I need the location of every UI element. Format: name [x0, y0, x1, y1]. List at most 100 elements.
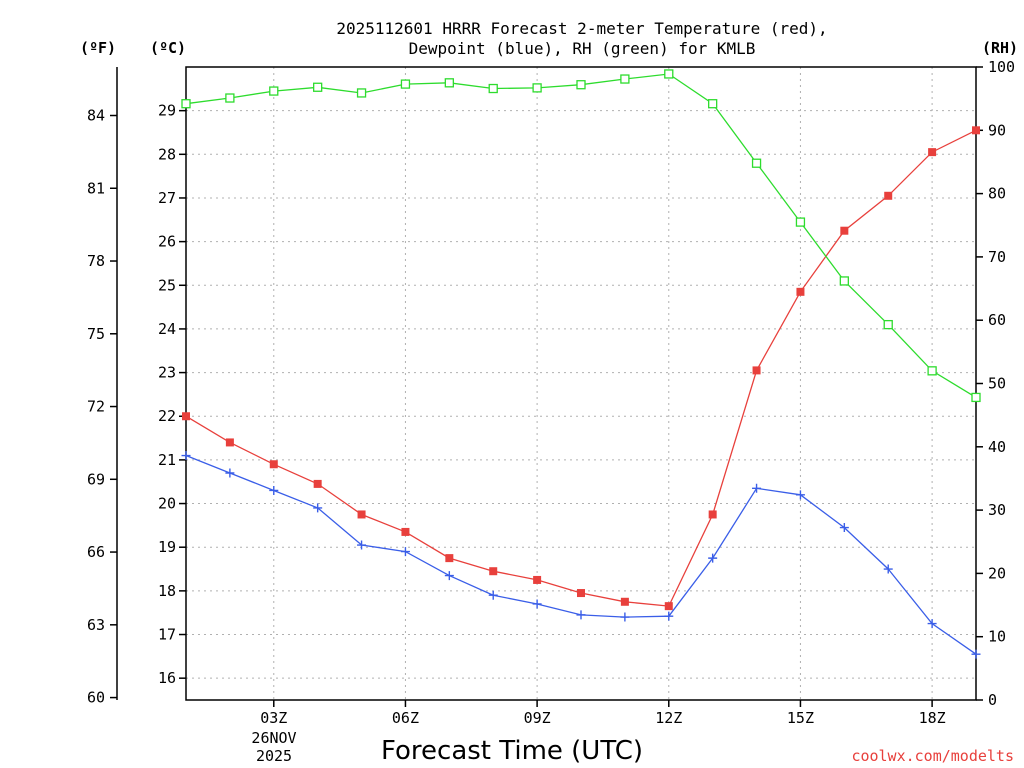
celsius-tick-label: 28	[158, 145, 176, 163]
dewpoint-point	[795, 490, 805, 500]
temperature-line	[185, 129, 977, 607]
rh-tick-label: 30	[988, 501, 1006, 519]
dewpoint-point	[620, 612, 630, 622]
rh-point	[576, 80, 586, 90]
temperature-point	[313, 479, 322, 488]
dewpoint-point	[444, 571, 454, 581]
fahrenheit-tick-label: 81	[87, 179, 105, 197]
rh-point	[927, 366, 937, 376]
rh-tick-label: 60	[988, 311, 1006, 329]
rh-tick-label: 50	[988, 375, 1006, 393]
celsius-tick-label: 26	[158, 233, 176, 251]
celsius-tick-label: 20	[158, 495, 176, 513]
x-tick-label: 18Z	[919, 709, 946, 727]
fahrenheit-unit-label: (ºF)	[80, 39, 116, 57]
celsius-tick-label: 27	[158, 189, 176, 207]
celsius-unit-label: (ºC)	[150, 39, 186, 57]
rh-tick-label: 80	[988, 185, 1006, 203]
rh-unit-label: (RH)	[982, 39, 1018, 57]
celsius-tick-label: 22	[158, 407, 176, 425]
celsius-tick-label: 21	[158, 451, 176, 469]
dewpoint-point	[488, 590, 498, 600]
chart-title-line-1: 2025112601 HRRR Forecast 2-meter Tempera…	[336, 19, 827, 38]
celsius-tick-label: 17	[158, 626, 176, 644]
temperature-point	[752, 366, 761, 375]
dewpoint-point	[708, 553, 718, 563]
x-tick-label: 15Z	[787, 709, 814, 727]
rh-point	[444, 78, 454, 88]
temperature-point	[664, 602, 673, 611]
fahrenheit-tick-label: 84	[87, 107, 105, 125]
celsius-tick-label: 29	[158, 102, 176, 120]
plot-frame	[185, 66, 977, 701]
dewpoint-point	[532, 599, 542, 609]
rh-point	[839, 276, 849, 286]
dewpoint-point	[269, 485, 279, 495]
date-label-day: 26NOV	[251, 729, 296, 747]
celsius-tick-label: 16	[158, 669, 176, 687]
x-tick-label: 03Z	[260, 709, 287, 727]
rh-tick-label: 100	[988, 58, 1015, 76]
dewpoint-point	[839, 523, 849, 533]
rh-tick-label: 0	[988, 691, 997, 709]
grid	[186, 67, 976, 700]
rh-tick-label: 90	[988, 121, 1006, 139]
x-tick-label: 06Z	[392, 709, 419, 727]
series	[181, 69, 981, 659]
rh-line	[185, 73, 977, 398]
celsius-tick-label: 25	[158, 276, 176, 294]
rh-point	[181, 99, 191, 109]
rh-point	[795, 217, 806, 227]
celsius-tick-label: 23	[158, 364, 176, 382]
celsius-tick-label: 19	[158, 538, 176, 556]
fahrenheit-tick-label: 78	[87, 252, 105, 270]
temperature-point	[489, 567, 498, 576]
rh-point	[971, 392, 981, 403]
x-axis-label: Forecast Time (UTC)	[381, 736, 643, 766]
temperature-point	[620, 597, 629, 606]
chart-title-line-2: Dewpoint (blue), RH (green) for KMLB	[409, 39, 756, 58]
dewpoint-line	[185, 454, 977, 655]
temperature-point	[445, 554, 454, 563]
dewpoint-point	[225, 468, 235, 478]
dewpoint-point	[357, 540, 367, 550]
dewpoint-point	[664, 611, 674, 621]
temperature-point	[225, 438, 234, 447]
x-tick-label: 09Z	[524, 709, 551, 727]
temperature-point	[577, 589, 585, 598]
rh-point	[664, 69, 674, 79]
temperature-point	[708, 510, 717, 519]
temperature-point	[972, 126, 980, 135]
dewpoint-point	[400, 547, 410, 557]
temperature-point	[928, 148, 937, 157]
temperature-point	[533, 575, 542, 584]
temperature-point	[401, 527, 410, 536]
rh-point	[620, 74, 630, 84]
rh-tick-label: 40	[988, 438, 1006, 456]
temperature-point	[796, 287, 805, 296]
temperature-point	[182, 412, 190, 421]
celsius-tick-label: 18	[158, 582, 176, 600]
rh-point	[356, 88, 367, 98]
rh-point	[269, 86, 279, 96]
rh-tick-label: 10	[988, 628, 1006, 646]
temperature-point	[840, 226, 849, 235]
series-rh	[181, 69, 981, 403]
fahrenheit-tick-label: 66	[87, 543, 105, 561]
fahrenheit-tick-label: 60	[87, 689, 105, 707]
axes	[116, 66, 977, 701]
dewpoint-point	[752, 483, 762, 493]
credit-text: coolwx.com/modelts	[851, 747, 1014, 765]
rh-point	[225, 93, 235, 103]
dewpoint-point	[576, 610, 586, 620]
series-temperature	[182, 126, 980, 611]
celsius-tick-label: 24	[158, 320, 176, 338]
x-tick-label: 12Z	[655, 709, 682, 727]
rh-point	[883, 319, 893, 330]
rh-point	[708, 99, 718, 109]
dewpoint-point	[181, 451, 191, 461]
rh-point	[751, 158, 762, 168]
fahrenheit-tick-label: 69	[87, 470, 105, 488]
series-dewpoint	[181, 451, 981, 659]
